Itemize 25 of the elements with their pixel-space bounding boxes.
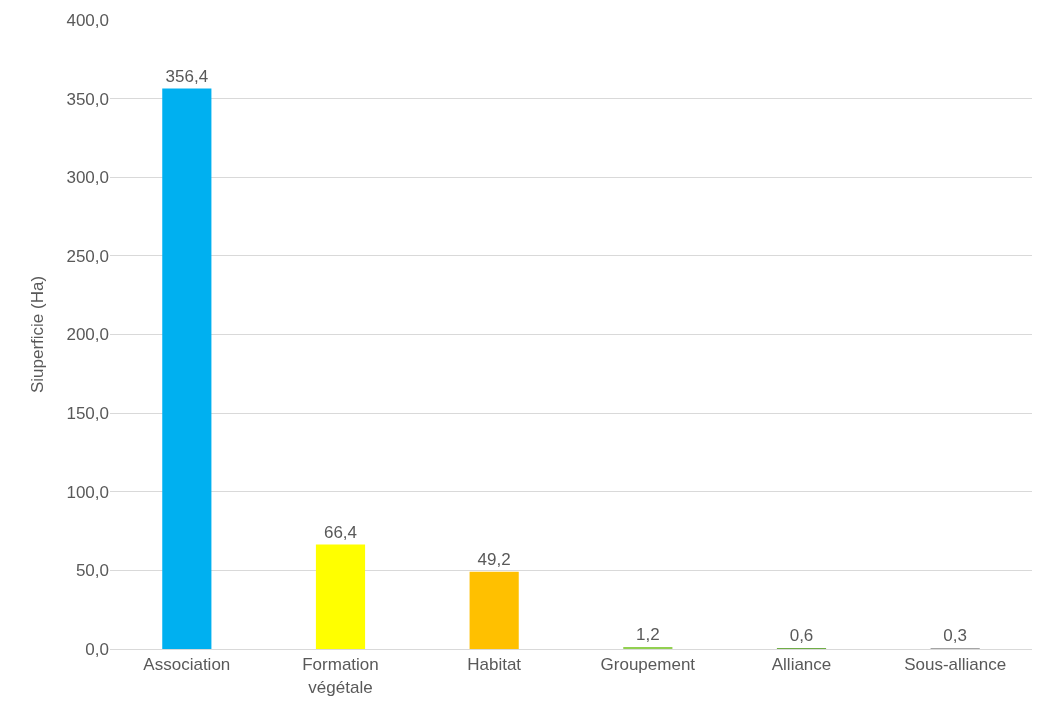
data-label: 66,4: [323, 522, 358, 542]
y-tick-label: 350,0: [66, 89, 109, 109]
x-tick-label: Association: [143, 655, 231, 675]
x-tick-label: Habitat: [467, 655, 522, 675]
data-label: 0,6: [789, 626, 814, 645]
y-tick-label: 0,0: [85, 639, 109, 659]
y-axis-title: Siuperficie (Ha): [28, 275, 47, 394]
x-tick-label: Alliance: [771, 655, 832, 675]
bar: [315, 544, 366, 649]
y-tick-label: 400,0: [66, 10, 109, 30]
x-tick-label: Formation végétale: [302, 655, 379, 697]
y-tick-label: 200,0: [66, 325, 109, 345]
y-tick-label: 300,0: [66, 168, 109, 188]
data-label: 1,2: [636, 625, 660, 644]
bar: [469, 571, 519, 649]
data-label: 356,4: [165, 66, 209, 86]
y-tick-label: 100,0: [66, 482, 109, 502]
y-tick-label: 250,0: [66, 246, 109, 266]
data-label: 49,2: [477, 549, 511, 569]
x-tick-label: Sous-alliance: [904, 655, 1007, 675]
y-tick-label: 50,0: [75, 561, 109, 581]
data-label: 0,3: [943, 626, 967, 645]
y-tick-label: 150,0: [66, 404, 109, 424]
bar: [162, 88, 212, 649]
x-tick-label: Groupement: [600, 655, 696, 675]
